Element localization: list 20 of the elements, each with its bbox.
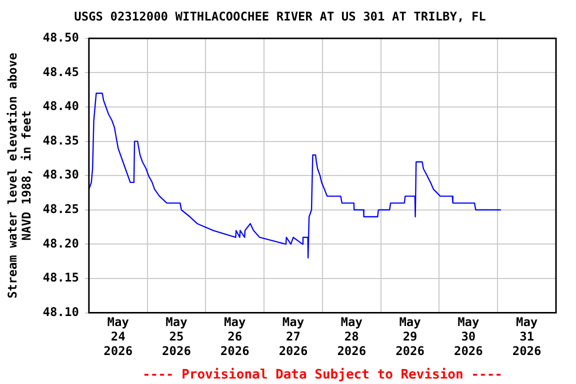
y-tick-label: 48.10 — [42, 304, 79, 319]
x-tick-label: May 28 2026 — [337, 315, 366, 358]
y-tick-label: 48.30 — [42, 168, 79, 182]
y-axis-title: Stream water level elevation above NAVD 1988, in feet — [5, 52, 34, 298]
y-tick-label: 48.40 — [42, 99, 79, 114]
x-tick-label: May 25 2026 — [162, 315, 191, 358]
y-tick-label: 48.20 — [42, 236, 79, 250]
text: ---- Provisional Data Subject to Revision ---- — [142, 367, 502, 382]
y-tick-label: 48.45 — [42, 64, 79, 79]
x-tick-label: May 24 2026 — [104, 315, 133, 358]
y-tick-label: 48.15 — [42, 270, 79, 285]
x-tick-label: May 27 2026 — [278, 315, 308, 358]
x-tick-label: May 26 2026 — [220, 315, 250, 358]
y-tick-label: 48.25 — [42, 202, 79, 216]
y-tick-label: 48.35 — [42, 133, 79, 148]
y-tick-label: 48.50 — [42, 30, 79, 45]
x-tick-label: May 29 2026 — [396, 315, 424, 358]
x-tick-label: May 30 2026 — [454, 315, 483, 358]
x-tick-label: May 31 2026 — [512, 315, 542, 358]
chart-title: USGS 02312000 WITHLACOOCHEE RIVER AT US 301 AT TRILBY, FL — [74, 9, 486, 24]
